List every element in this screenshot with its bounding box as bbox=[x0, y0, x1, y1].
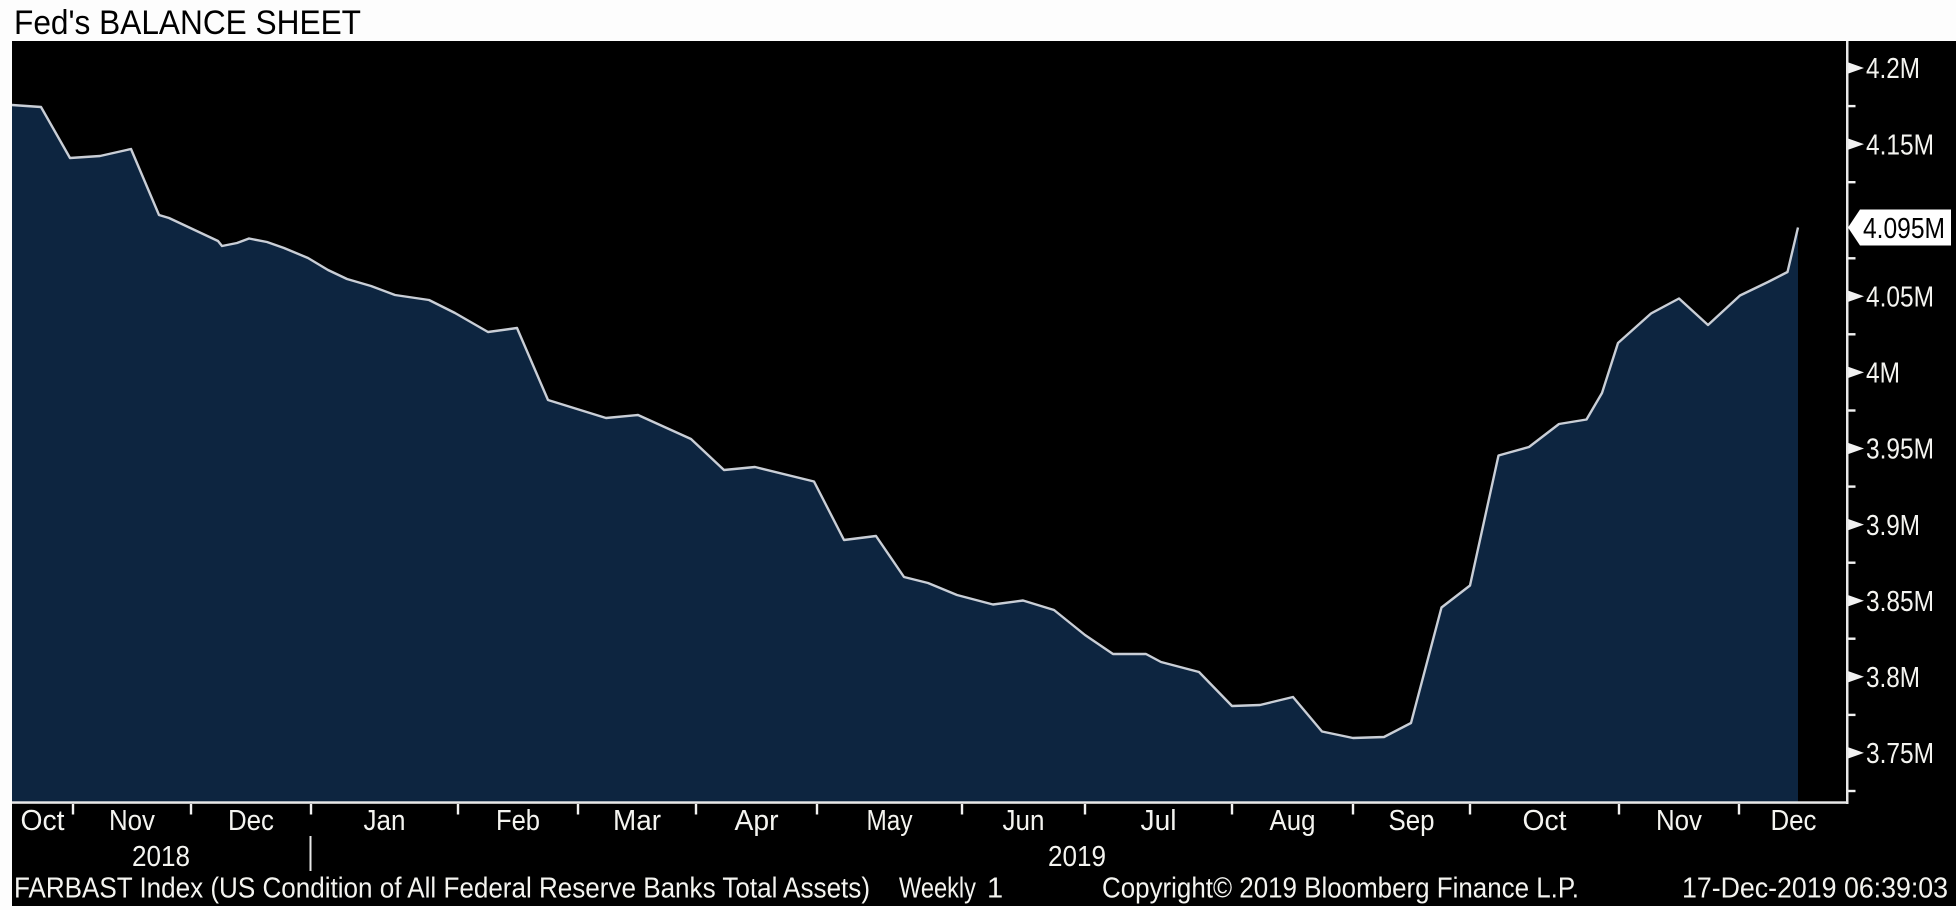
svg-text:Jun: Jun bbox=[1003, 805, 1045, 837]
svg-text:FARBAST Index (US Condition of: FARBAST Index (US Condition of All Feder… bbox=[14, 873, 870, 905]
svg-text:4.095M: 4.095M bbox=[1863, 213, 1945, 245]
svg-text:2019: 2019 bbox=[1048, 841, 1106, 873]
svg-text:May: May bbox=[867, 805, 913, 837]
svg-text:Dec: Dec bbox=[228, 805, 274, 837]
svg-text:3.85M: 3.85M bbox=[1866, 586, 1934, 618]
svg-text:Copyright© 2019 Bloomberg Fina: Copyright© 2019 Bloomberg Finance L.P. bbox=[1102, 873, 1579, 905]
svg-text:Oct: Oct bbox=[1523, 805, 1567, 837]
svg-text:Nov: Nov bbox=[1656, 805, 1702, 837]
svg-text:Jul: Jul bbox=[1141, 805, 1177, 837]
svg-text:3.75M: 3.75M bbox=[1866, 738, 1934, 770]
svg-text:Apr: Apr bbox=[735, 805, 779, 837]
svg-text:1: 1 bbox=[987, 873, 1003, 905]
svg-text:4M: 4M bbox=[1866, 358, 1900, 390]
svg-text:3.8M: 3.8M bbox=[1866, 662, 1920, 694]
svg-text:2018: 2018 bbox=[132, 841, 190, 873]
svg-text:Dec: Dec bbox=[1771, 805, 1817, 837]
svg-text:Jan: Jan bbox=[364, 805, 406, 837]
svg-text:Weekly: Weekly bbox=[899, 873, 976, 905]
svg-text:Fed's BALANCE SHEET: Fed's BALANCE SHEET bbox=[14, 4, 361, 42]
svg-text:Aug: Aug bbox=[1270, 805, 1316, 837]
svg-text:Nov: Nov bbox=[109, 805, 155, 837]
svg-text:3.9M: 3.9M bbox=[1866, 510, 1920, 542]
svg-text:Feb: Feb bbox=[496, 805, 540, 837]
svg-text:4.05M: 4.05M bbox=[1866, 282, 1934, 314]
svg-text:Sep: Sep bbox=[1389, 805, 1435, 837]
svg-text:17-Dec-2019 06:39:03: 17-Dec-2019 06:39:03 bbox=[1682, 873, 1948, 905]
svg-text:4.15M: 4.15M bbox=[1866, 129, 1934, 161]
svg-text:Mar: Mar bbox=[613, 805, 661, 837]
svg-text:3.95M: 3.95M bbox=[1866, 434, 1934, 466]
svg-text:4.2M: 4.2M bbox=[1866, 53, 1920, 85]
svg-text:Oct: Oct bbox=[21, 805, 65, 837]
